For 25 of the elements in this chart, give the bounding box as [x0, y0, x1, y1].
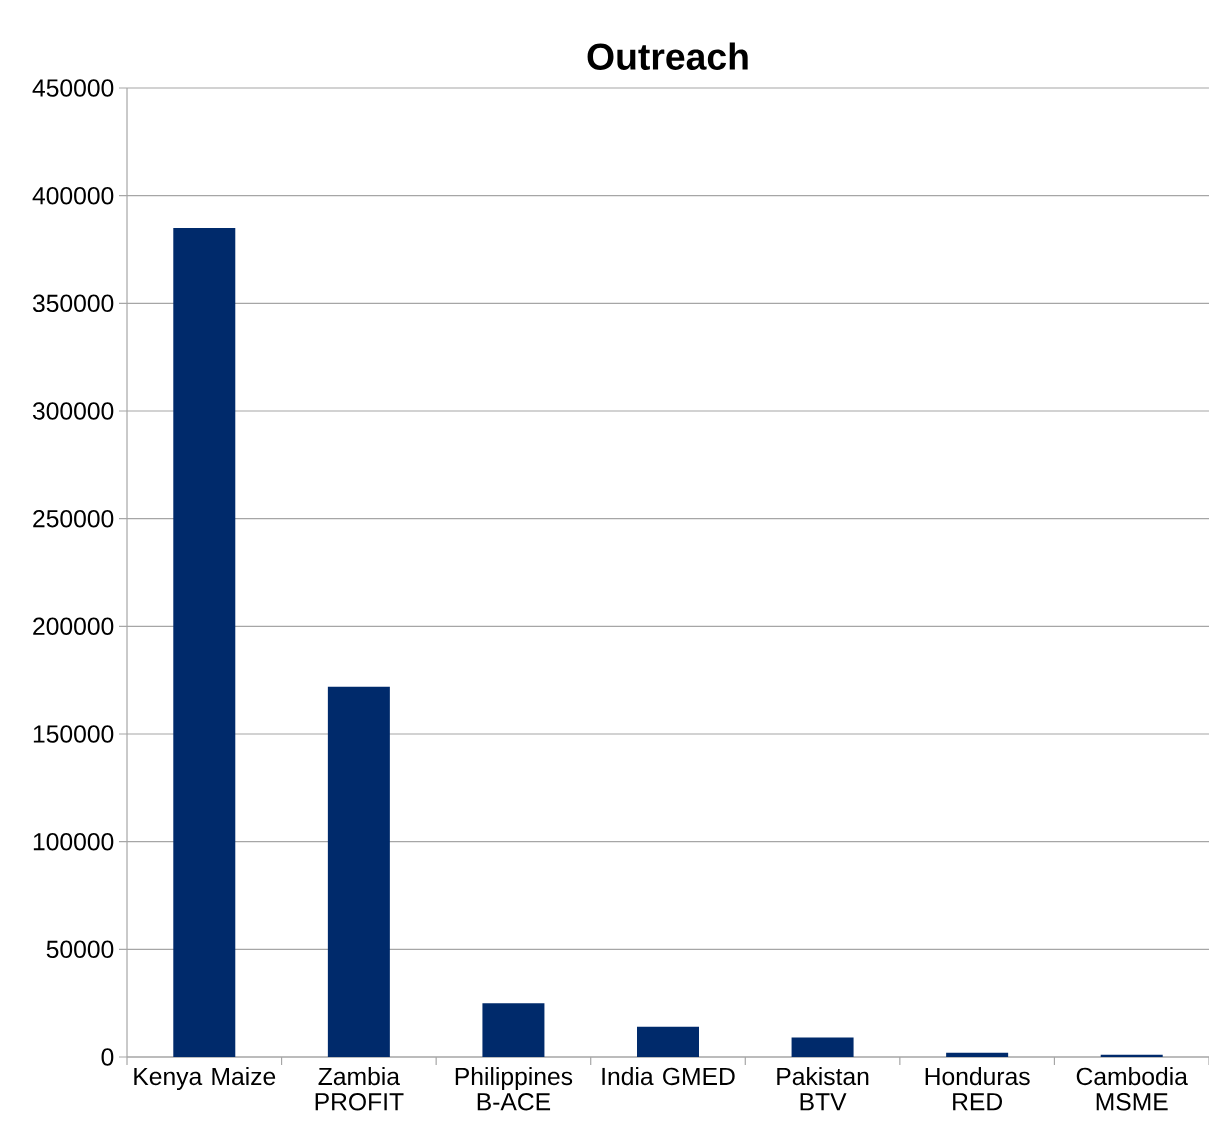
x-tick-label: India GMED	[602, 1067, 735, 1086]
chart-title: Outreach	[587, 42, 748, 70]
y-tick-label: 50000	[46, 940, 114, 959]
y-tick-label: 450000	[32, 79, 114, 97]
bar	[173, 227, 236, 1057]
y-tick-label: 250000	[33, 509, 114, 528]
bar	[946, 1052, 1009, 1057]
bar	[327, 686, 390, 1057]
x-tick-label: Pakistan BTV	[777, 1067, 869, 1111]
y-tick-label: 200000	[33, 617, 114, 636]
x-tick-label: Kenya Maize	[134, 1067, 276, 1091]
bar	[791, 1037, 854, 1057]
y-tick-label: 0	[101, 1048, 114, 1066]
x-tick-label: Philippines B-ACE	[455, 1067, 573, 1111]
y-tick-label: 100000	[33, 832, 114, 851]
y-tick-label: 300000	[32, 402, 114, 420]
x-tick-label: Honduras RED	[925, 1067, 1030, 1111]
bar	[482, 1003, 545, 1057]
y-tick-label: 350000	[32, 294, 114, 313]
y-tick-label: 400000	[32, 186, 114, 205]
y-tick-label: 150000	[33, 725, 114, 743]
bar	[637, 1026, 699, 1057]
x-tick-label: Cambodia MSME	[1076, 1067, 1188, 1111]
x-tick-label: Zambia PROFIT	[315, 1067, 404, 1111]
bar	[1100, 1054, 1163, 1057]
